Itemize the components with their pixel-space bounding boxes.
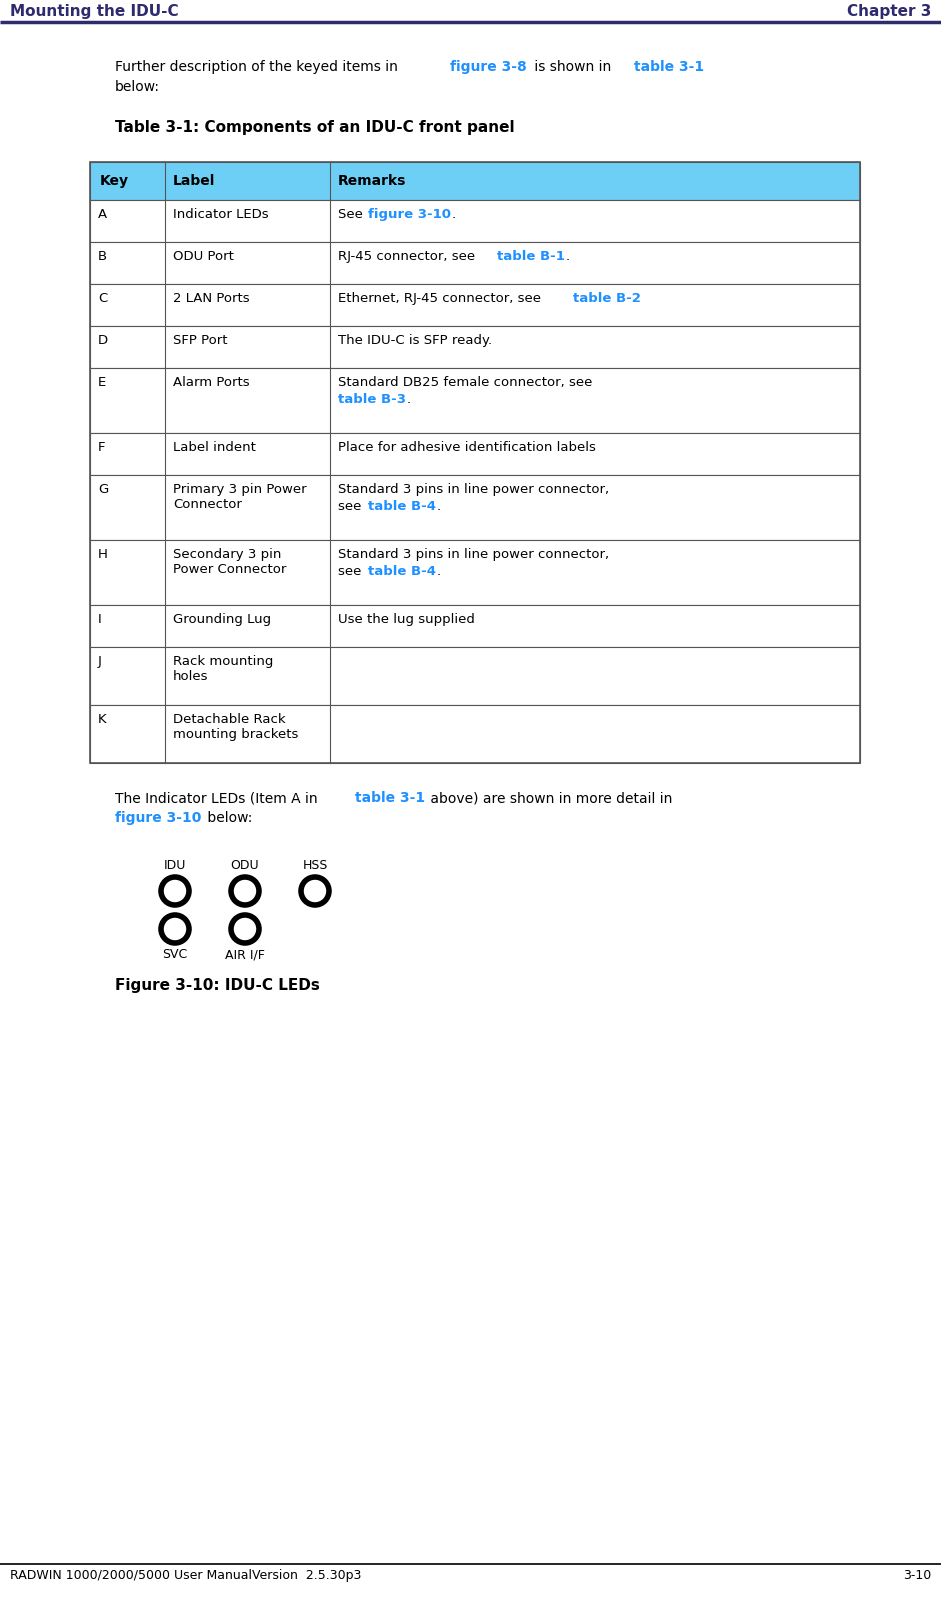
- Text: .: .: [437, 565, 440, 577]
- Text: B: B: [98, 250, 107, 263]
- Text: Figure 3-10: IDU-C LEDs: Figure 3-10: IDU-C LEDs: [115, 978, 320, 993]
- Text: Place for adhesive identification labels: Place for adhesive identification labels: [338, 441, 596, 454]
- Text: Remarks: Remarks: [338, 173, 407, 188]
- Text: RJ-45 connector, see: RJ-45 connector, see: [338, 250, 479, 263]
- Text: .: .: [566, 250, 569, 263]
- Text: H: H: [98, 549, 108, 561]
- Text: table B-2: table B-2: [573, 292, 641, 305]
- Text: C: C: [98, 292, 107, 305]
- FancyBboxPatch shape: [90, 433, 860, 475]
- Text: is shown in: is shown in: [531, 59, 616, 74]
- Text: ODU: ODU: [231, 860, 260, 873]
- Text: Mounting the IDU-C: Mounting the IDU-C: [10, 3, 179, 19]
- Text: Table 3-1: Components of an IDU-C front panel: Table 3-1: Components of an IDU-C front …: [115, 120, 515, 135]
- Text: G: G: [98, 483, 108, 496]
- Text: Key: Key: [100, 173, 129, 188]
- Text: Grounding Lug: Grounding Lug: [173, 613, 271, 626]
- Text: 3-10: 3-10: [902, 1569, 931, 1582]
- Text: See: See: [338, 209, 367, 221]
- Text: I: I: [98, 613, 102, 626]
- Text: Primary 3 pin Power
Connector: Primary 3 pin Power Connector: [173, 483, 307, 512]
- FancyBboxPatch shape: [90, 242, 860, 284]
- Text: HSS: HSS: [302, 860, 327, 873]
- Text: Alarm Ports: Alarm Ports: [173, 375, 249, 390]
- FancyBboxPatch shape: [90, 541, 860, 605]
- Text: 2 LAN Ports: 2 LAN Ports: [173, 292, 249, 305]
- Text: SVC: SVC: [163, 948, 187, 961]
- Text: figure 3-8: figure 3-8: [451, 59, 527, 74]
- FancyBboxPatch shape: [90, 706, 860, 764]
- Text: E: E: [98, 375, 106, 390]
- Text: Detachable Rack
mounting brackets: Detachable Rack mounting brackets: [173, 714, 298, 741]
- Text: figure 3-10: figure 3-10: [368, 209, 452, 221]
- Text: .: .: [437, 500, 440, 513]
- Text: D: D: [98, 334, 108, 346]
- Text: table 3-1: table 3-1: [634, 59, 704, 74]
- Text: A: A: [98, 209, 107, 221]
- Text: table B-4: table B-4: [368, 500, 437, 513]
- Text: Rack mounting
holes: Rack mounting holes: [173, 654, 274, 683]
- Text: Ethernet, RJ-45 connector, see: Ethernet, RJ-45 connector, see: [338, 292, 545, 305]
- Text: Standard 3 pins in line power connector,: Standard 3 pins in line power connector,: [338, 483, 609, 496]
- Text: ODU Port: ODU Port: [173, 250, 234, 263]
- Text: J: J: [98, 654, 102, 667]
- Text: Use the lug supplied: Use the lug supplied: [338, 613, 475, 626]
- Text: figure 3-10: figure 3-10: [115, 812, 201, 824]
- Text: .: .: [407, 393, 410, 406]
- Text: table B-4: table B-4: [368, 565, 437, 577]
- Text: Label: Label: [173, 173, 215, 188]
- Text: Standard 3 pins in line power connector,: Standard 3 pins in line power connector,: [338, 549, 609, 561]
- FancyBboxPatch shape: [90, 200, 860, 242]
- Text: table 3-1: table 3-1: [355, 791, 424, 805]
- Text: below:: below:: [203, 812, 252, 824]
- Text: The IDU-C is SFP ready.: The IDU-C is SFP ready.: [338, 334, 492, 346]
- Text: RADWIN 1000/2000/5000 User ManualVersion  2.5.30p3: RADWIN 1000/2000/5000 User ManualVersion…: [10, 1569, 361, 1582]
- FancyBboxPatch shape: [90, 284, 860, 326]
- Text: F: F: [98, 441, 105, 454]
- Text: The Indicator LEDs (Item A in: The Indicator LEDs (Item A in: [115, 791, 322, 805]
- Text: Further description of the keyed items in: Further description of the keyed items i…: [115, 59, 402, 74]
- FancyBboxPatch shape: [90, 326, 860, 367]
- Text: table B-3: table B-3: [338, 393, 406, 406]
- Text: Indicator LEDs: Indicator LEDs: [173, 209, 268, 221]
- Text: Label indent: Label indent: [173, 441, 256, 454]
- FancyBboxPatch shape: [90, 646, 860, 706]
- FancyBboxPatch shape: [90, 475, 860, 541]
- Text: Standard DB25 female connector, see: Standard DB25 female connector, see: [338, 375, 593, 390]
- Text: below:: below:: [115, 80, 160, 95]
- Text: Chapter 3: Chapter 3: [847, 3, 931, 19]
- Text: .: .: [452, 209, 456, 221]
- Text: above) are shown in more detail in: above) are shown in more detail in: [426, 791, 673, 805]
- FancyBboxPatch shape: [90, 605, 860, 646]
- Text: K: K: [98, 714, 106, 727]
- Text: SFP Port: SFP Port: [173, 334, 228, 346]
- FancyBboxPatch shape: [90, 367, 860, 433]
- FancyBboxPatch shape: [90, 162, 860, 200]
- Text: IDU: IDU: [164, 860, 186, 873]
- Text: AIR I/F: AIR I/F: [225, 948, 265, 961]
- Text: see: see: [338, 565, 366, 577]
- Text: table B-1: table B-1: [498, 250, 566, 263]
- Text: Secondary 3 pin
Power Connector: Secondary 3 pin Power Connector: [173, 549, 286, 576]
- Text: see: see: [338, 500, 366, 513]
